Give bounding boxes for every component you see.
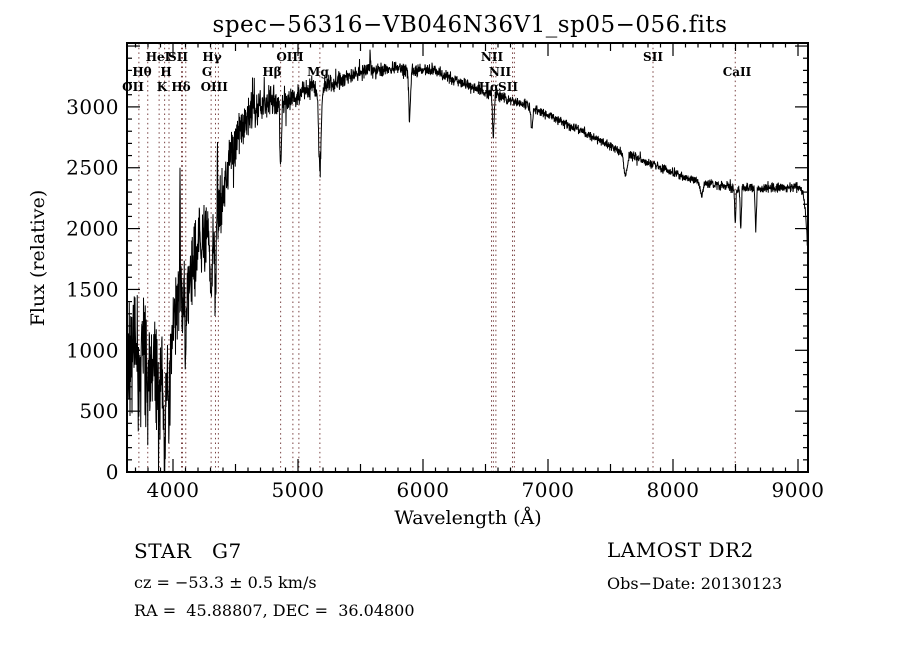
y-axis-label: Flux (relative)	[27, 190, 49, 327]
y-tick-label: 500	[79, 399, 119, 423]
spectral-line-label: CaII	[723, 65, 752, 79]
spectral-line-markers	[138, 43, 736, 472]
spectral-line-label: HeI	[146, 50, 171, 64]
survey-label: LAMOST DR2	[607, 538, 754, 562]
spectral-line-label: SII	[643, 50, 663, 64]
spectral-line-label: Hγ	[202, 50, 221, 64]
spectral-line-label: NII	[489, 65, 512, 79]
spectral-line-label: SII	[498, 80, 518, 94]
obs-date: Obs−Date: 20130123	[607, 574, 782, 593]
spectral-line-label: Hθ	[132, 65, 151, 79]
x-tick-label: 7000	[522, 478, 575, 502]
axis-ticks	[127, 43, 808, 473]
spectral-line-label: H	[160, 65, 171, 79]
spectral-line-label: SII	[168, 50, 188, 64]
spectral-line-label: Hδ	[171, 80, 190, 94]
spectrum-trace	[126, 49, 809, 472]
spectral-line-label: Hα	[479, 80, 500, 94]
x-tick-label: 8000	[647, 478, 700, 502]
y-tick-label: 1500	[66, 277, 119, 301]
y-tick-label: 2500	[66, 156, 119, 180]
spectral-line-label: Mg	[307, 65, 329, 79]
spectral-line-label: NII	[481, 50, 504, 64]
spectral-line-label: K	[157, 80, 168, 94]
cz-value: cz = −53.3 ± 0.5 km/s	[134, 573, 317, 592]
x-tick-label: 5000	[272, 478, 325, 502]
spectral-line-label: Hβ	[262, 65, 281, 79]
x-tick-label: 9000	[772, 478, 825, 502]
y-tick-label: 0	[106, 460, 119, 484]
ra-dec-value: RA = 45.88807, DEC = 36.04800	[134, 601, 415, 620]
spectral-line-label: G	[202, 65, 212, 79]
axis-tick-labels: 4000 5000 6000 7000 8000 9000 0 500 1000 1500 2000…	[66, 95, 824, 502]
y-tick-label: 3000	[66, 95, 119, 119]
y-tick-label: 1000	[66, 338, 119, 362]
plot-title: spec−56316−VB046N36V1_sp05−056.fits	[213, 12, 728, 38]
y-tick-label: 2000	[66, 217, 119, 241]
plot-frame	[126, 42, 809, 473]
spectrum-line	[126, 49, 809, 472]
classification-label: STAR G7	[134, 539, 242, 563]
x-tick-label: 6000	[397, 478, 450, 502]
x-axis-label: Wavelength (Å)	[394, 507, 541, 529]
spectral-line-label: OII	[122, 80, 144, 94]
spectral-line-label: OIII	[276, 50, 304, 64]
x-tick-label: 4000	[147, 478, 200, 502]
spectral-line-label: OIII	[201, 80, 229, 94]
